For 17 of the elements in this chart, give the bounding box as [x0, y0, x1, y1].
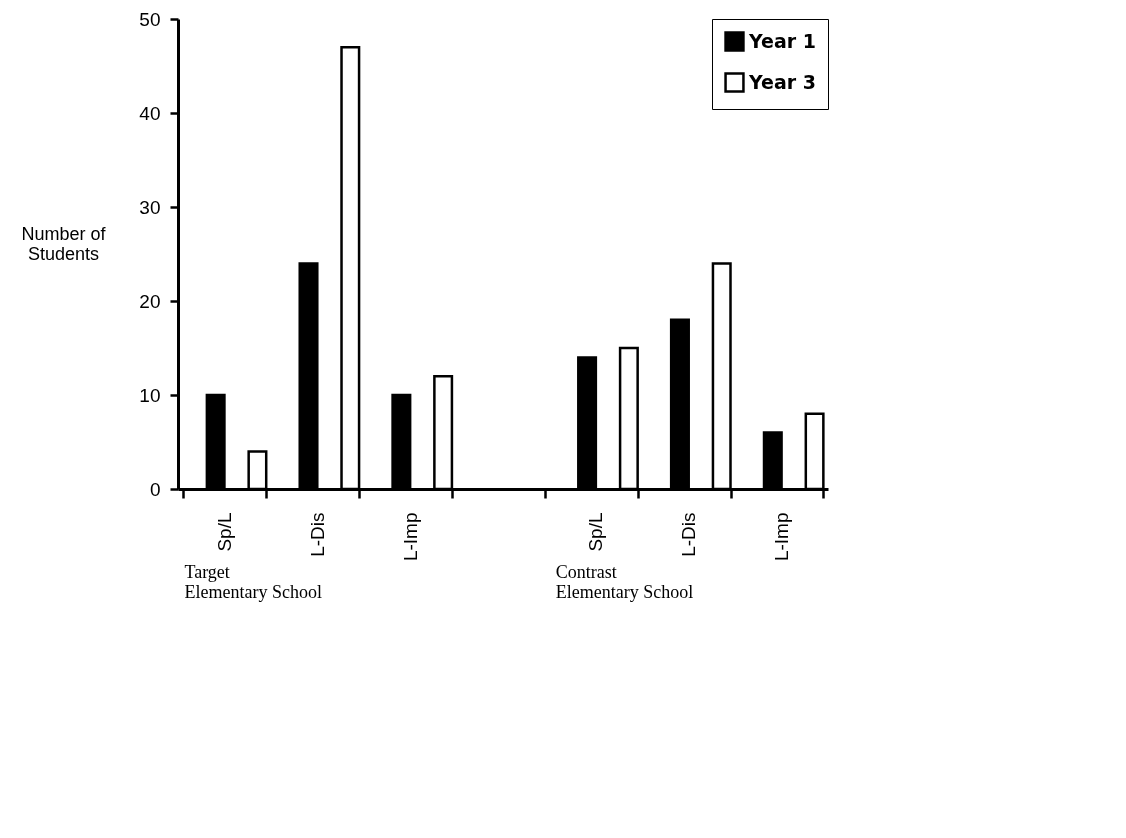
x-tick-label: Sp/L: [213, 512, 235, 552]
y-tick-label: 40: [139, 102, 161, 124]
y-tick-label: 20: [139, 290, 161, 312]
y-tick-label: 10: [139, 384, 161, 406]
x-tick-label: L-Imp: [399, 512, 421, 562]
y-tick-label: 0: [149, 478, 161, 500]
text: Target Elementary School: [184, 562, 322, 602]
y-axis-title: Number of Students: [21, 223, 107, 264]
legend-label: Year 3: [748, 70, 816, 93]
x-tick-label: Sp/L: [585, 512, 607, 552]
x-tick-label: L-Imp: [771, 512, 793, 562]
text: Contrast Elementary School: [555, 562, 694, 602]
y-tick-label: 50: [139, 8, 161, 30]
legend-label: Year 1: [748, 29, 816, 52]
x-tick-label: L-Dis: [678, 512, 700, 557]
x-tick-label: L-Dis: [306, 512, 328, 557]
y-tick-label: 30: [139, 196, 161, 218]
